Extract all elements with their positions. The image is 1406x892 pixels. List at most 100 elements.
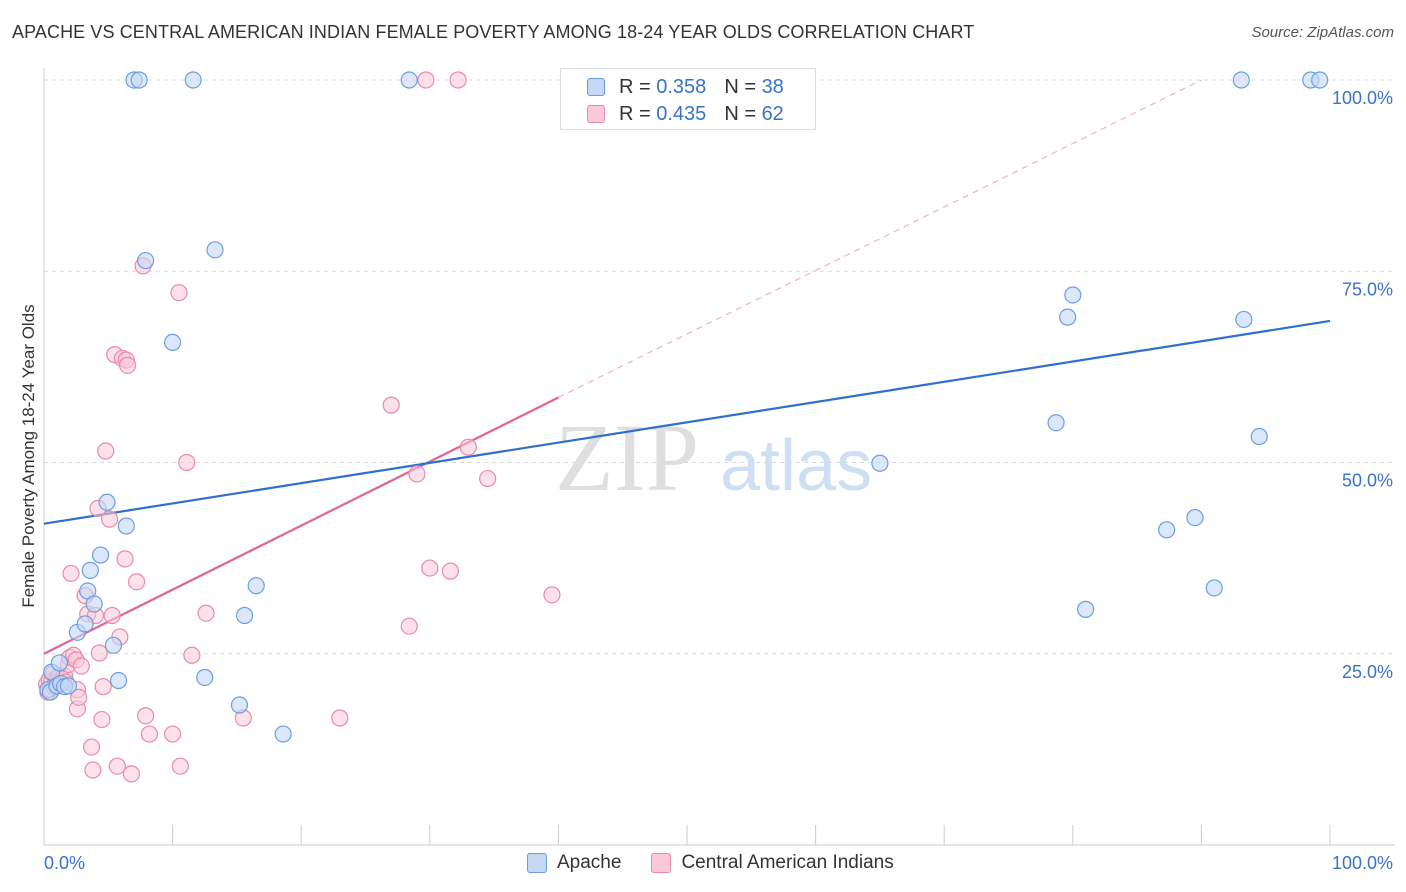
cai-point	[118, 356, 137, 374]
apache-point	[1047, 414, 1065, 432]
apache-point	[91, 546, 110, 564]
apache-point	[1205, 579, 1223, 597]
cai-swatch	[651, 853, 672, 873]
y-tick-label: 25.0%	[1342, 662, 1393, 682]
cai-point	[127, 573, 146, 591]
apache-point	[85, 595, 103, 613]
y-axis-title: Female Poverty Among 18-24 Year Olds	[19, 304, 38, 607]
cai-point	[441, 562, 459, 580]
n-label: N =	[724, 75, 756, 98]
apache-point	[1186, 508, 1204, 527]
n-label: N =	[724, 102, 756, 125]
legend-label-apache: Apache	[557, 852, 622, 873]
y-tick-label: 100.0%	[1332, 88, 1393, 108]
axis-labels: 25.0% 50.0% 75.0% 100.0% 0.0% 100.0% Female Po…	[19, 88, 1393, 873]
cai-point	[178, 453, 196, 472]
apache-point	[274, 725, 292, 743]
apache-r-value: 0.358	[656, 75, 707, 98]
cai-point	[103, 606, 121, 625]
apache-point	[130, 71, 148, 89]
y-tick-label: 50.0%	[1342, 471, 1393, 491]
apache-point	[98, 493, 116, 511]
cai-swatch	[587, 105, 605, 123]
apache-point	[230, 696, 249, 714]
apache-point	[1077, 600, 1095, 618]
apache-point	[1232, 71, 1250, 89]
cai-trend-extension	[558, 79, 1202, 399]
cai-point	[170, 284, 188, 302]
apache-point	[236, 606, 254, 625]
data-points	[37, 71, 1329, 783]
cai-point	[108, 757, 126, 775]
cai-point	[70, 688, 88, 706]
apache-point	[117, 517, 135, 535]
cai-point	[183, 646, 201, 664]
apache-trend-line	[43, 319, 1331, 525]
cai-point	[136, 707, 155, 725]
cai-point	[93, 710, 111, 729]
x-tick-label: 100.0%	[1332, 853, 1393, 873]
apache-point	[1158, 521, 1176, 539]
trend-lines	[43, 79, 1331, 655]
legend-item-apache[interactable]: Apache	[527, 852, 621, 874]
apache-n-value: 38	[761, 75, 784, 98]
cai-point	[197, 604, 215, 622]
r-label: R =	[619, 102, 651, 125]
cai-point	[171, 757, 189, 775]
chart-title: APACHE VS CENTRAL AMERICAN INDIAN FEMALE…	[12, 22, 975, 42]
watermark-zip: ZIP	[555, 404, 699, 511]
apache-point	[164, 333, 182, 351]
cai-point	[72, 657, 90, 675]
legend-label-cai: Central American Indians	[681, 852, 894, 873]
x-tick-label: 0.0%	[44, 853, 85, 873]
cai-point	[417, 71, 435, 89]
legend-row-apache: R = 0.358 N = 38	[587, 76, 784, 98]
cai-point	[140, 725, 159, 743]
cai-point	[62, 564, 80, 583]
cai-point	[84, 761, 102, 779]
cai-point	[82, 738, 101, 756]
cai-point	[100, 510, 119, 528]
cai-point	[421, 559, 439, 577]
axes	[43, 68, 1395, 846]
apache-point	[1059, 308, 1077, 326]
apache-point	[196, 668, 214, 687]
apache-point	[76, 615, 94, 633]
cai-point	[90, 644, 108, 662]
cai-point	[479, 469, 497, 488]
apache-point	[136, 251, 155, 270]
cai-point	[382, 396, 400, 414]
apache-point	[1250, 427, 1268, 446]
cai-point	[400, 617, 418, 635]
gridlines	[44, 79, 1395, 655]
cai-point	[543, 586, 561, 604]
watermark: ZIP atlas	[555, 404, 872, 511]
apache-point	[184, 71, 202, 89]
cai-r-value: 0.435	[656, 102, 707, 125]
cai-point	[164, 725, 182, 743]
apache-point	[109, 671, 128, 690]
apache-point	[1235, 310, 1253, 329]
cai-point	[459, 438, 477, 456]
cai-n-value: 62	[761, 102, 784, 125]
apache-swatch	[527, 853, 547, 873]
legend-item-cai[interactable]: Central American Indians	[651, 852, 894, 874]
apache-point	[206, 241, 224, 259]
source-credit: Source: ZipAtlas.com	[1251, 24, 1394, 41]
apache-point	[50, 654, 69, 672]
apache-point	[104, 636, 123, 654]
apache-point	[247, 577, 265, 595]
apache-point	[871, 454, 889, 472]
apache-point	[400, 71, 418, 89]
apache-point	[59, 677, 78, 695]
cai-point	[122, 765, 141, 783]
r-label: R =	[619, 75, 651, 98]
cai-point	[116, 550, 134, 568]
cai-point	[331, 709, 349, 727]
y-tick-label: 75.0%	[1342, 279, 1393, 299]
apache-point	[1311, 71, 1329, 89]
stats-legend: R = 0.358 N = 38 R = 0.435 N = 62	[560, 68, 816, 130]
watermark-atlas: atlas	[720, 426, 872, 506]
cai-point	[408, 465, 426, 483]
